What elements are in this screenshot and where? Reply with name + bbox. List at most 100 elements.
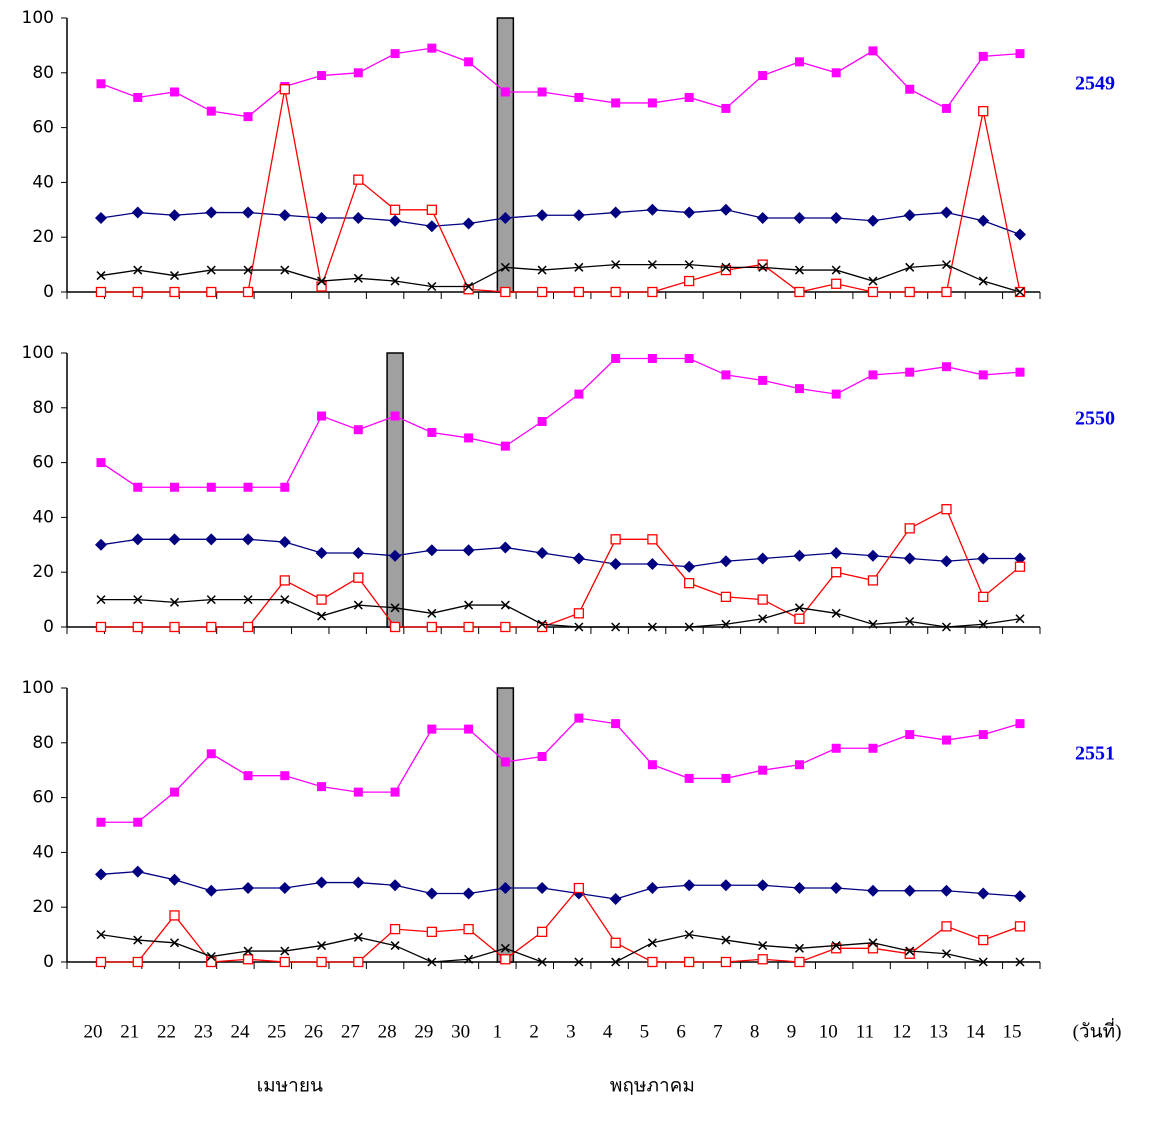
marker bbox=[316, 212, 328, 224]
marker bbox=[427, 623, 436, 632]
marker bbox=[611, 938, 620, 947]
marker bbox=[611, 288, 620, 297]
marker bbox=[169, 209, 181, 221]
x-tick-label: 3 bbox=[566, 1021, 576, 1042]
marker bbox=[280, 85, 289, 94]
marker bbox=[758, 955, 767, 964]
marker bbox=[683, 207, 695, 219]
marker bbox=[611, 535, 620, 544]
line bbox=[101, 358, 1020, 487]
y-tick-label: 0 bbox=[43, 282, 54, 302]
marker bbox=[538, 288, 547, 297]
marker bbox=[979, 370, 988, 379]
marker bbox=[830, 882, 842, 894]
y-tick-label: 80 bbox=[32, 733, 54, 753]
marker bbox=[391, 412, 400, 421]
y-tick-label: 40 bbox=[32, 507, 54, 527]
marker bbox=[979, 730, 988, 739]
marker bbox=[170, 623, 179, 632]
marker bbox=[133, 93, 142, 102]
marker bbox=[795, 384, 804, 393]
marker bbox=[685, 958, 694, 967]
y-tick-label: 60 bbox=[32, 453, 54, 473]
marker bbox=[648, 288, 657, 297]
marker bbox=[207, 749, 216, 758]
y-tick-label: 100 bbox=[22, 678, 54, 698]
marker bbox=[169, 533, 181, 545]
marker bbox=[207, 107, 216, 116]
marker bbox=[940, 885, 952, 897]
marker bbox=[1016, 562, 1025, 571]
month-label: พฤษภาคม bbox=[610, 1075, 695, 1096]
x-tick-label: 4 bbox=[603, 1021, 613, 1042]
x-tick-label: 15 bbox=[1003, 1021, 1022, 1042]
marker bbox=[317, 71, 326, 80]
marker bbox=[720, 555, 732, 567]
marker bbox=[389, 215, 401, 227]
marker bbox=[758, 766, 767, 775]
marker bbox=[501, 442, 510, 451]
marker bbox=[317, 412, 326, 421]
marker bbox=[463, 888, 475, 900]
marker bbox=[1016, 368, 1025, 377]
marker bbox=[354, 425, 363, 434]
marker bbox=[795, 614, 804, 623]
marker bbox=[721, 958, 730, 967]
x-tick-label: 26 bbox=[304, 1021, 323, 1042]
marker bbox=[391, 623, 400, 632]
marker bbox=[538, 417, 547, 426]
marker bbox=[574, 714, 583, 723]
marker bbox=[867, 550, 879, 562]
marker bbox=[280, 483, 289, 492]
marker bbox=[499, 542, 511, 554]
marker bbox=[205, 885, 217, 897]
marker bbox=[133, 483, 142, 492]
marker bbox=[942, 104, 951, 113]
x-tick-label: 29 bbox=[414, 1021, 433, 1042]
y-tick-label: 20 bbox=[32, 562, 54, 582]
marker bbox=[685, 774, 694, 783]
x-tick-label: 12 bbox=[892, 1021, 911, 1042]
marker bbox=[611, 719, 620, 728]
marker bbox=[170, 483, 179, 492]
marker bbox=[501, 288, 510, 297]
marker bbox=[464, 57, 473, 66]
marker bbox=[979, 52, 988, 61]
marker bbox=[979, 107, 988, 116]
y-tick-label: 0 bbox=[43, 952, 54, 972]
marker bbox=[391, 205, 400, 214]
marker bbox=[795, 958, 804, 967]
y-tick-label: 60 bbox=[32, 118, 54, 138]
marker bbox=[721, 104, 730, 113]
marker bbox=[316, 877, 328, 889]
marker bbox=[244, 955, 253, 964]
marker bbox=[170, 911, 179, 920]
marker bbox=[97, 623, 106, 632]
marker bbox=[793, 212, 805, 224]
marker bbox=[979, 277, 987, 285]
marker bbox=[95, 212, 107, 224]
marker bbox=[721, 592, 730, 601]
marker bbox=[905, 368, 914, 377]
marker bbox=[795, 760, 804, 769]
x-tick-label: 9 bbox=[787, 1021, 797, 1042]
x-tick-label: 20 bbox=[84, 1021, 103, 1042]
marker bbox=[979, 592, 988, 601]
marker bbox=[905, 524, 914, 533]
line bbox=[101, 89, 1020, 292]
marker bbox=[867, 885, 879, 897]
marker bbox=[904, 209, 916, 221]
y-tick-label: 60 bbox=[32, 788, 54, 808]
marker bbox=[574, 390, 583, 399]
marker bbox=[648, 760, 657, 769]
marker bbox=[648, 98, 657, 107]
marker bbox=[317, 782, 326, 791]
marker bbox=[832, 279, 841, 288]
marker bbox=[501, 623, 510, 632]
marker bbox=[244, 623, 253, 632]
marker bbox=[977, 553, 989, 565]
marker bbox=[648, 354, 657, 363]
bar bbox=[387, 353, 403, 627]
marker bbox=[536, 547, 548, 559]
marker bbox=[721, 774, 730, 783]
